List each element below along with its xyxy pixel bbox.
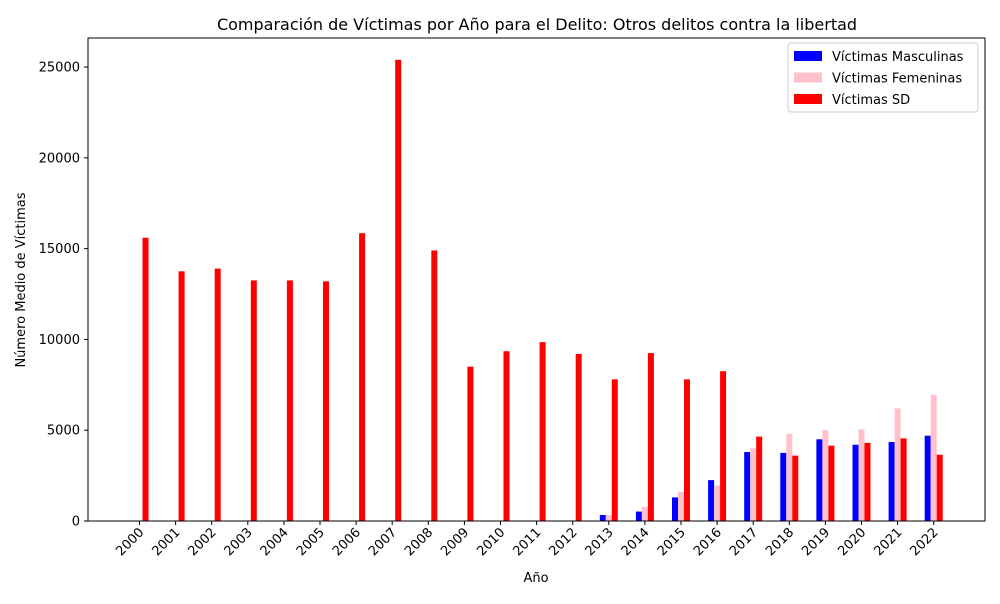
bar-víctimas-sd-2008 — [431, 250, 438, 521]
bar-víctimas-sd-2009 — [467, 366, 474, 521]
bar-víctimas-femeninas-2016 — [714, 485, 721, 521]
x-tick-label: 2001 — [149, 525, 183, 559]
x-tick-label: 2021 — [871, 525, 905, 559]
y-tick-label: 20000 — [39, 151, 80, 166]
bar-víctimas-sd-2007 — [395, 59, 402, 521]
y-tick-label: 15000 — [39, 242, 80, 257]
legend-frame — [787, 42, 979, 113]
legend-label: Víctimas Masculinas — [832, 50, 964, 65]
bar-víctimas-sd-2018 — [792, 455, 799, 521]
bar-víctimas-sd-2010 — [503, 351, 510, 521]
x-tick-label: 2012 — [547, 525, 581, 559]
chart-title: Comparación de Víctimas por Año para el … — [217, 15, 857, 34]
bar-víctimas-sd-2022 — [936, 454, 943, 521]
bar-víctimas-masculinas-2015 — [672, 497, 678, 521]
bar-víctimas-masculinas-2017 — [744, 452, 751, 521]
x-tick-label: 2010 — [474, 525, 508, 559]
bar-víctimas-femeninas-2013 — [605, 515, 612, 521]
bar-víctimas-sd-2012 — [575, 353, 582, 521]
bar-víctimas-sd-2002 — [214, 268, 221, 521]
bar-víctimas-femeninas-2020 — [858, 429, 865, 521]
bar-víctimas-sd-2021 — [900, 438, 907, 521]
bars-group — [142, 59, 943, 522]
x-tick-label: 2017 — [727, 525, 761, 559]
bar-víctimas-sd-2014 — [647, 353, 654, 521]
bar-víctimas-masculinas-2013 — [599, 515, 606, 521]
bar-víctimas-femeninas-2018 — [786, 433, 793, 521]
y-tick-label: 5000 — [47, 424, 80, 439]
bar-víctimas-sd-2003 — [250, 280, 257, 521]
bar-víctimas-sd-2016 — [720, 371, 727, 521]
y-tick-label: 0 — [72, 515, 80, 530]
y-axis: 0 5000 10000 15000 20000 25000 — [39, 61, 88, 530]
x-tick-label: 2003 — [222, 525, 256, 559]
legend-swatch — [794, 94, 822, 104]
x-tick-label: 2002 — [186, 525, 220, 559]
bar-víctimas-masculinas-2016 — [708, 480, 715, 521]
x-tick-label: 2019 — [799, 525, 833, 559]
legend-swatch — [794, 72, 822, 83]
bar-víctimas-sd-2020 — [864, 442, 871, 521]
x-axis-label: Año — [523, 571, 548, 586]
x-tick-label: 2011 — [510, 525, 544, 559]
bar-víctimas-femeninas-2015 — [678, 491, 684, 521]
x-tick-label: 2015 — [655, 525, 689, 559]
x-tick-label: 2014 — [619, 525, 653, 559]
x-tick-label: 2005 — [294, 525, 328, 559]
bar-víctimas-femeninas-2022 — [930, 394, 937, 521]
x-tick-label: 2008 — [402, 525, 436, 559]
bar-víctimas-femeninas-2017 — [750, 448, 757, 521]
x-tick-label: 2016 — [691, 525, 725, 559]
bar-víctimas-sd-2005 — [323, 281, 329, 521]
y-axis-label: Número Medio de Víctimas — [14, 192, 29, 367]
bar-víctimas-femeninas-2021 — [894, 408, 901, 521]
x-tick-label: 2022 — [908, 525, 942, 559]
bar-víctimas-sd-2006 — [359, 233, 366, 521]
bar-víctimas-masculinas-2020 — [852, 444, 859, 521]
bar-víctimas-masculinas-2018 — [780, 452, 787, 521]
bar-víctimas-masculinas-2022 — [924, 435, 931, 521]
legend-label: Víctimas Femeninas — [832, 72, 962, 87]
x-tick-label: 2006 — [330, 525, 364, 559]
x-tick-label: 2000 — [113, 525, 147, 559]
bar-víctimas-sd-2011 — [539, 342, 546, 521]
bar-víctimas-sd-2019 — [828, 445, 835, 521]
legend: Víctimas Masculinas Víctimas Femeninas Víc… — [787, 42, 979, 113]
bar-víctimas-masculinas-2021 — [888, 442, 895, 521]
bar-víctimas-masculinas-2019 — [816, 439, 823, 521]
legend-label: Víctimas SD — [832, 93, 910, 108]
x-tick-label: 2013 — [583, 525, 617, 559]
x-tick-label: 2020 — [835, 525, 869, 559]
y-tick-label: 25000 — [39, 61, 80, 76]
legend-swatch — [794, 51, 822, 61]
bar-víctimas-sd-2017 — [756, 436, 763, 521]
bar-víctimas-sd-2004 — [286, 280, 293, 521]
x-tick-label: 2018 — [763, 525, 797, 559]
bar-víctimas-femeninas-2019 — [822, 430, 829, 521]
x-tick-label: 2007 — [366, 525, 400, 559]
bar-víctimas-sd-2013 — [611, 379, 618, 521]
bar-víctimas-femeninas-2014 — [641, 506, 648, 521]
bar-víctimas-sd-2015 — [684, 379, 690, 521]
bar-víctimas-masculinas-2014 — [635, 511, 642, 521]
bar-víctimas-sd-2000 — [142, 237, 149, 522]
x-tick-label: 2004 — [258, 525, 292, 559]
y-tick-label: 10000 — [39, 333, 80, 348]
bar-víctimas-sd-2001 — [178, 271, 185, 521]
x-axis: 2000 2001 2002 2003 2004 2005 2006 2007 2008 2009… — [113, 521, 942, 559]
x-tick-label: 2009 — [438, 525, 472, 559]
